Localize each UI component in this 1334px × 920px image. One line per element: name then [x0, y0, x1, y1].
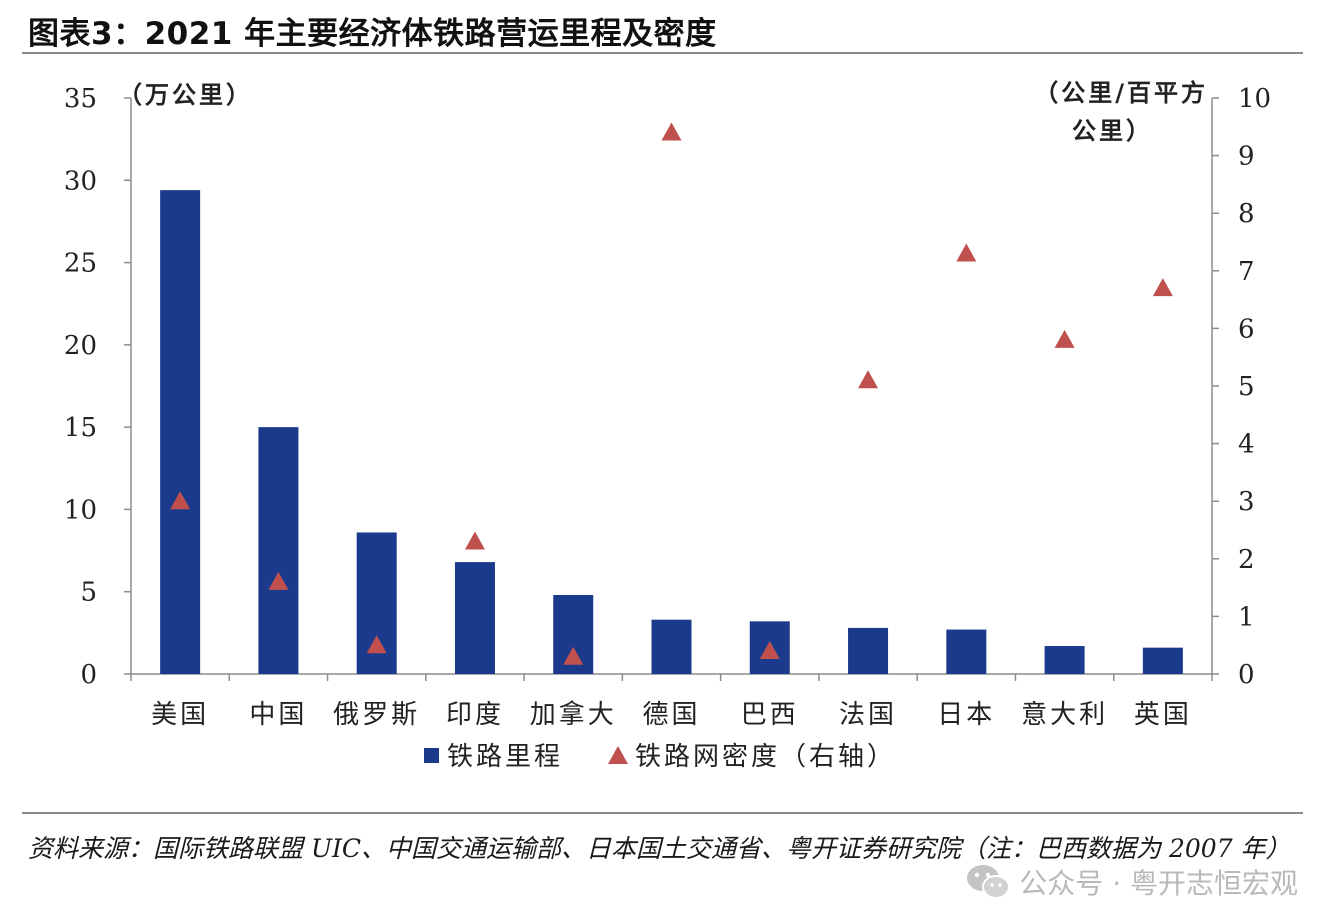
right-tick-label: 9 — [1238, 142, 1255, 172]
right-tick-label: 4 — [1238, 430, 1255, 460]
top-divider — [22, 52, 1303, 54]
x-tick-label: 俄罗斯 — [333, 700, 420, 730]
left-tick-label: 15 — [64, 413, 97, 443]
bar — [651, 619, 692, 674]
triangle-marker — [366, 635, 387, 654]
triangle-marker — [464, 531, 485, 550]
x-tick-label: 巴西 — [741, 700, 799, 730]
left-tick-label: 25 — [64, 249, 97, 279]
left-tick-label: 0 — [80, 660, 97, 690]
left-tick-label: 10 — [64, 495, 97, 525]
legend-triangle-swatch — [608, 746, 628, 764]
x-tick-label: 法国 — [839, 700, 897, 730]
right-tick-label: 8 — [1238, 199, 1255, 229]
x-tick-label: 美国 — [151, 700, 209, 730]
triangle-marker — [268, 571, 289, 590]
right-axis-unit-line2: 公里） — [1072, 117, 1153, 145]
triangle-marker — [563, 646, 584, 665]
right-tick-label: 7 — [1238, 257, 1255, 287]
bar — [1044, 646, 1085, 674]
chart-canvas: 0 5 10 15 20 25 30 35 0 1 2 3 4 5 6 7 8 9 10 （万公里） （公里/百平方公里… — [64, 79, 1271, 772]
right-tick-label: 2 — [1238, 545, 1255, 575]
triangle-marker — [759, 640, 780, 659]
wechat-icon — [967, 865, 1011, 899]
right-tick-label: 0 — [1238, 660, 1255, 690]
left-tick-label: 20 — [64, 331, 97, 361]
left-tick-label: 5 — [80, 578, 97, 608]
bottom-divider — [22, 812, 1303, 814]
triangle-marker — [858, 370, 879, 389]
legend-bar-swatch — [424, 748, 439, 763]
right-axis-unit-line1: （公里/百平方 — [1034, 79, 1208, 107]
legend-bar-label: 铁路里程 — [447, 742, 563, 772]
triangle-marker — [956, 243, 977, 262]
x-tick-label: 印度 — [446, 700, 504, 730]
watermark: 公众号 · 粤开志恒宏观 — [965, 862, 1298, 902]
bar — [160, 190, 201, 674]
left-axis-unit: （万公里） — [118, 81, 253, 109]
triangle-marker — [1152, 278, 1173, 297]
x-tick-label: 加拿大 — [530, 700, 617, 730]
x-tick-label: 中国 — [249, 700, 307, 730]
bar — [848, 627, 889, 674]
x-tick-label: 德国 — [642, 700, 700, 730]
x-tick-label: 英国 — [1134, 700, 1192, 730]
x-tick-label: 日本 — [937, 700, 995, 730]
chart-title: 图表3：2021 年主要经济体铁路营运里程及密度 — [28, 16, 717, 52]
watermark-text: 公众号 · 粤开志恒宏观 — [1019, 867, 1298, 900]
right-tick-label: 1 — [1238, 602, 1255, 632]
triangle-marker — [661, 122, 682, 141]
right-tick-label: 5 — [1238, 372, 1255, 402]
bar — [454, 562, 495, 674]
triangle-marker — [1054, 329, 1075, 348]
x-tick-label: 意大利 — [1021, 700, 1108, 730]
left-tick-label: 35 — [64, 84, 97, 114]
right-tick-label: 10 — [1238, 84, 1271, 114]
legend-triangle-label: 铁路网密度（右轴） — [635, 742, 896, 772]
bar — [1142, 647, 1183, 674]
left-tick-label: 30 — [64, 166, 97, 196]
triangle-marker — [170, 491, 191, 510]
right-tick-label: 3 — [1238, 487, 1255, 517]
bar — [946, 629, 987, 674]
right-tick-label: 6 — [1238, 314, 1255, 344]
source-note: 资料来源：国际铁路联盟 UIC、中国交通运输部、日本国土交通省、粤开证券研究院（… — [28, 834, 1291, 863]
bar — [258, 427, 299, 674]
